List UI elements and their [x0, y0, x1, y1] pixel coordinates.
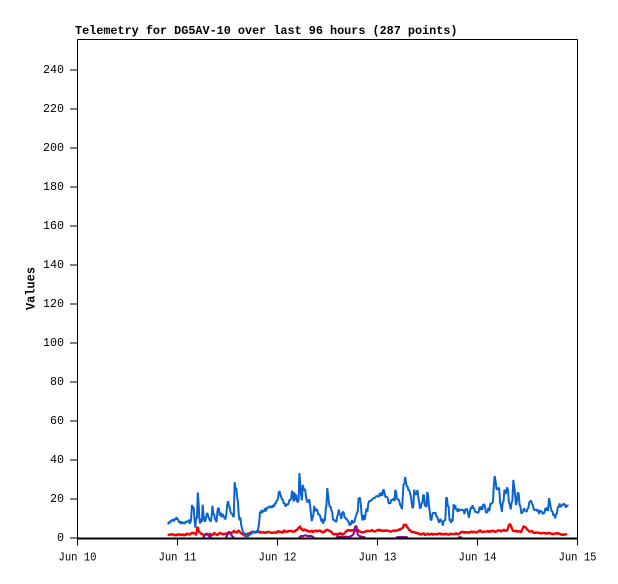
svg-text:240: 240	[43, 63, 64, 77]
svg-text:220: 220	[43, 102, 64, 116]
svg-text:Jun 10: Jun 10	[59, 551, 97, 565]
svg-text:60: 60	[50, 414, 64, 428]
svg-text:140: 140	[43, 258, 64, 272]
svg-text:80: 80	[50, 375, 64, 389]
svg-text:Telemetry for DG5AV-10 over la: Telemetry for DG5AV-10 over last 96 hour…	[75, 24, 458, 38]
svg-text:Jun 11: Jun 11	[159, 551, 197, 565]
svg-text:40: 40	[50, 453, 64, 467]
svg-text:180: 180	[43, 180, 64, 194]
svg-text:Jun 14: Jun 14	[459, 551, 497, 565]
svg-text:Values: Values	[24, 267, 39, 310]
svg-text:Jun 13: Jun 13	[359, 551, 397, 565]
svg-text:100: 100	[43, 336, 64, 350]
svg-text:Jun 12: Jun 12	[259, 551, 297, 565]
svg-text:20: 20	[50, 492, 64, 506]
svg-text:200: 200	[43, 141, 64, 155]
svg-text:Jun 15: Jun 15	[559, 551, 597, 565]
svg-text:160: 160	[43, 219, 64, 233]
svg-text:0: 0	[57, 531, 64, 545]
svg-text:120: 120	[43, 297, 64, 311]
